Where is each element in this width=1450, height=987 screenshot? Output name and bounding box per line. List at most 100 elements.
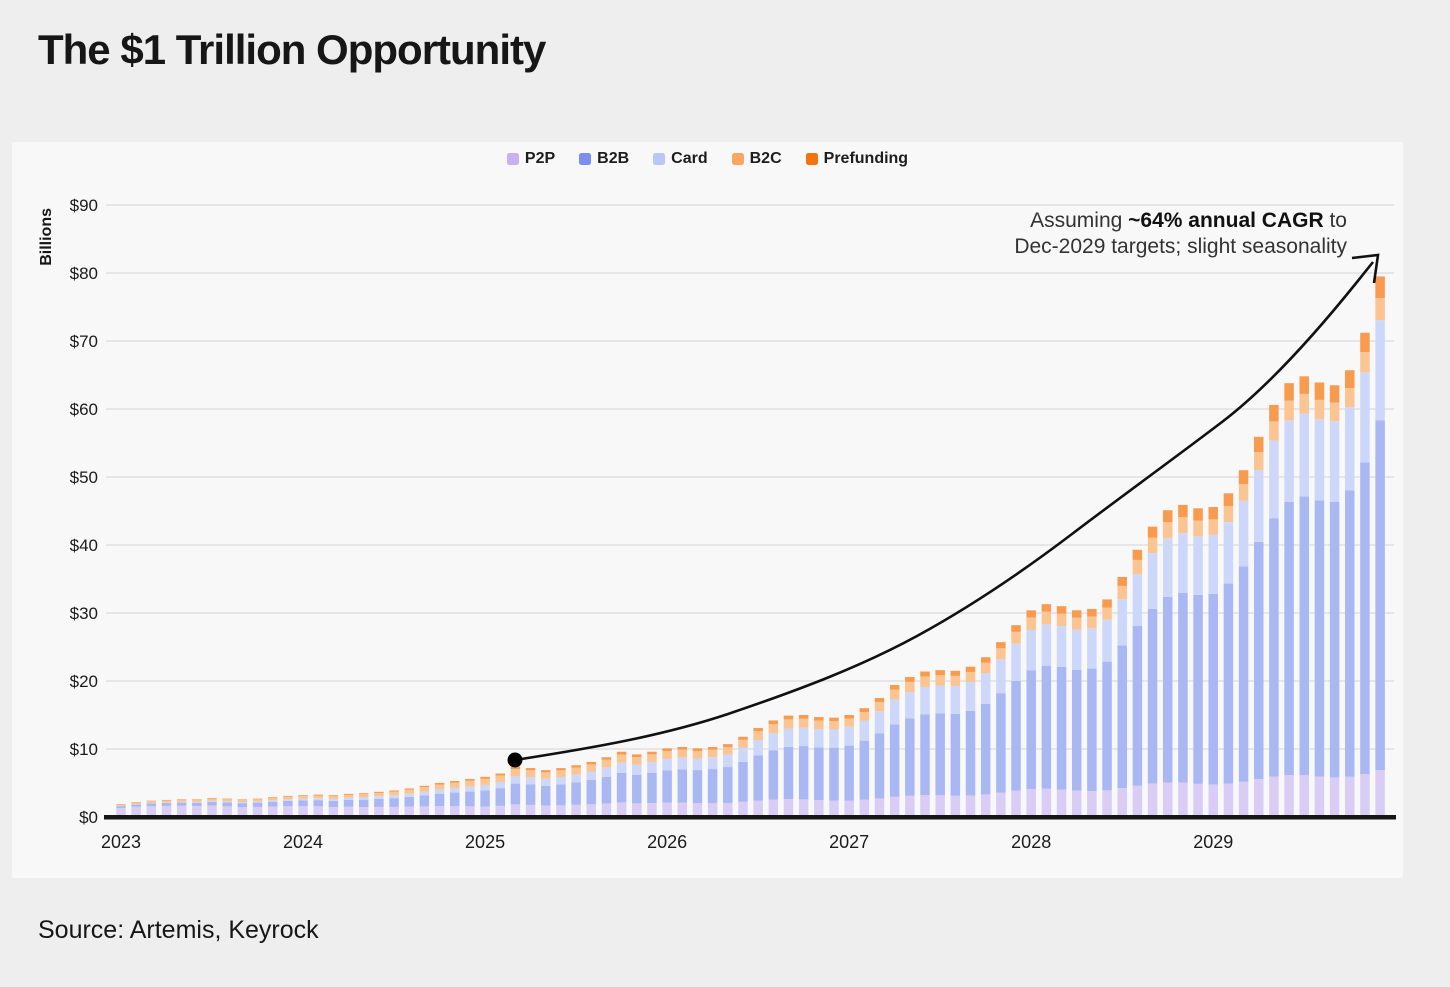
bar-segment-b2b	[632, 774, 642, 804]
bar-segment-p2p	[146, 806, 157, 817]
bar-segment-p2p	[1071, 790, 1082, 817]
bar-segment-p2p	[449, 806, 460, 817]
bar-segment-prefunding	[1147, 526, 1158, 538]
bar-segment-p2p	[1314, 776, 1325, 817]
y-tick-label: $80	[70, 264, 98, 283]
bar-month	[525, 768, 536, 817]
bar-segment-p2p	[692, 803, 703, 817]
legend-item-p2p: P2P	[506, 150, 556, 168]
bar-segment-b2c	[1117, 585, 1127, 600]
bar-month	[541, 770, 551, 817]
bar-month	[495, 773, 505, 817]
bar-segment-b2b	[616, 772, 627, 803]
bar-month	[616, 751, 627, 817]
bar-segment-card	[798, 727, 809, 747]
bar-segment-b2c	[374, 792, 384, 797]
bar-segment-b2b	[1284, 501, 1294, 776]
bar-segment-prefunding	[874, 698, 885, 703]
bar-segment-prefunding	[1026, 610, 1036, 618]
bar-segment-card	[510, 776, 521, 784]
bar-month	[1071, 610, 1082, 817]
bar-segment-prefunding	[161, 799, 172, 801]
bar-segment-b2b	[161, 802, 172, 806]
bar-segment-p2p	[252, 806, 263, 817]
bar-segment-card	[829, 729, 839, 748]
bar-month	[1041, 604, 1052, 817]
bar-segment-p2p	[237, 807, 248, 817]
bar-segment-b2b	[768, 750, 779, 800]
bar-segment-prefunding	[1375, 276, 1385, 299]
bar-segment-prefunding	[571, 765, 581, 768]
bar-month	[980, 657, 991, 817]
bar-segment-b2c	[131, 802, 141, 805]
bar-segment-card	[313, 798, 323, 801]
bar-segment-p2p	[1041, 788, 1052, 817]
bar-segment-b2c	[723, 746, 733, 755]
bar-segment-b2b	[252, 802, 263, 807]
bar-segment-card	[465, 786, 475, 792]
bar-segment-p2p	[1132, 785, 1143, 817]
bar-segment-b2c	[980, 662, 991, 674]
bar-month	[556, 768, 566, 817]
bar-segment-prefunding	[905, 676, 915, 682]
bar-segment-b2b	[389, 798, 399, 807]
bar-month	[783, 715, 794, 817]
bar-segment-card	[844, 726, 854, 746]
bar-segment-card	[1117, 599, 1127, 646]
bar-segment-card	[950, 685, 961, 714]
bar-month	[161, 799, 172, 817]
bar-segment-b2b	[192, 802, 202, 807]
bar-segment-card	[176, 801, 187, 803]
bar-segment-b2c	[1041, 611, 1052, 625]
legend-label: P2P	[524, 150, 556, 167]
bar-segment-prefunding	[313, 794, 323, 796]
bar-segment-b2c	[1223, 506, 1234, 523]
bar-segment-b2b	[495, 788, 505, 806]
bar-month	[207, 797, 217, 817]
bar-month	[1299, 376, 1310, 817]
bar-segment-prefunding	[146, 800, 157, 802]
bar-segment-p2p	[1208, 784, 1218, 817]
bar-segment-p2p	[222, 806, 232, 817]
bar-month	[829, 717, 839, 817]
bar-segment-p2p	[1056, 789, 1067, 817]
bar-segment-prefunding	[1284, 383, 1294, 401]
bar-segment-p2p	[358, 807, 369, 817]
bar-month	[252, 798, 263, 817]
bar-segment-prefunding	[814, 717, 824, 721]
bar-segment-p2p	[1375, 770, 1385, 817]
bar-segment-b2c	[1026, 617, 1036, 630]
bar-segment-b2b	[844, 745, 854, 801]
bar-month	[798, 715, 809, 817]
bar-segment-b2b	[1223, 583, 1234, 784]
bar-segment-p2p	[328, 807, 339, 817]
bar-month	[116, 804, 126, 817]
bar-segment-prefunding	[434, 782, 445, 785]
bar-segment-prefunding	[829, 717, 839, 722]
y-tick-label: $70	[70, 332, 98, 351]
bar-month	[935, 670, 945, 817]
bar-segment-p2p	[176, 805, 187, 817]
bar-segment-b2b	[358, 799, 369, 808]
bar-month	[1056, 606, 1067, 817]
bar-segment-b2b	[343, 800, 354, 807]
bar-segment-b2b	[1102, 661, 1112, 791]
legend-swatch-card	[653, 153, 666, 165]
bar-segment-card	[1041, 624, 1052, 666]
bar-segment-prefunding	[1117, 576, 1127, 586]
bar-segment-p2p	[829, 800, 839, 817]
bar-segment-p2p	[541, 805, 551, 817]
bar-segment-prefunding	[283, 795, 293, 797]
bar-segment-card	[920, 686, 930, 715]
bar-month	[1360, 332, 1370, 817]
bar-segment-p2p	[1147, 783, 1158, 817]
bar-segment-b2b	[449, 792, 460, 807]
bar-segment-b2b	[996, 693, 1006, 793]
bar-segment-b2c	[176, 799, 187, 802]
bar-segment-card	[965, 681, 976, 711]
bar-segment-prefunding	[1238, 470, 1249, 485]
bar-segment-card	[1026, 629, 1036, 671]
bar-segment-b2b	[465, 791, 475, 807]
bar-month	[313, 794, 323, 817]
bar-month	[146, 800, 157, 817]
